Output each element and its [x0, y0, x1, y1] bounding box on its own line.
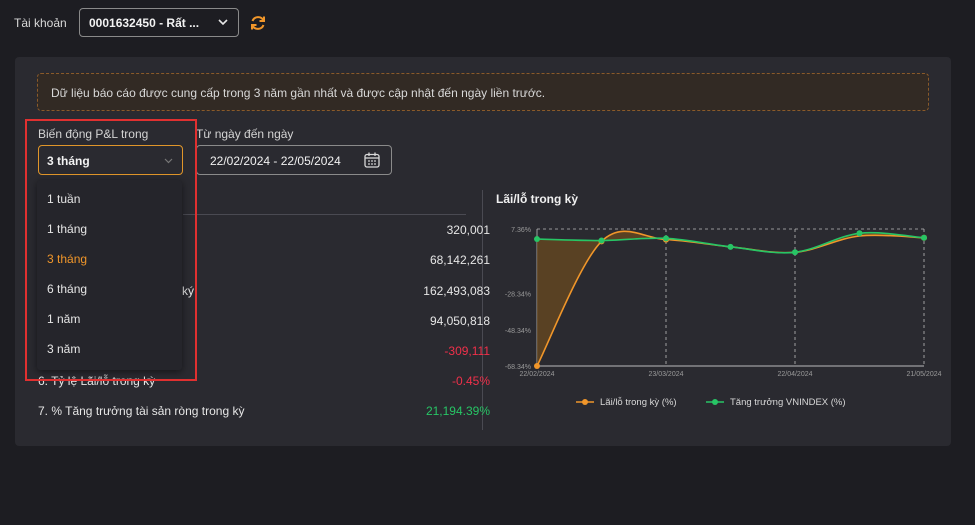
table-row-label: ký [182, 284, 194, 298]
account-label: Tài khoản [14, 16, 67, 30]
x-tick-label: 22/04/2024 [777, 371, 812, 378]
series-area-fill [537, 231, 924, 366]
chevron-down-icon [218, 19, 228, 26]
table-row-value: -0.45% [451, 374, 490, 388]
chart-title: Lãi/lỗ trong kỳ [496, 192, 579, 206]
calendar-icon[interactable] [363, 151, 381, 169]
period-label: Biến động P&L trong [38, 127, 149, 141]
table-row-value: 21,194.39% [425, 404, 490, 418]
dropdown-option[interactable]: 6 tháng [47, 282, 88, 296]
legend-label: Lãi/lỗ trong kỳ (%) [600, 397, 677, 408]
top-bar: Tài khoản 0001632450 - Rất ... [0, 0, 975, 48]
account-select-value: 0001632450 - Rất ... [89, 16, 200, 30]
series-point-vnindex [534, 236, 540, 243]
legend-marker [712, 399, 718, 405]
refresh-icon[interactable] [249, 14, 267, 32]
legend-marker [582, 399, 588, 405]
y-tick-label: -48.34% [505, 328, 531, 335]
legend-label: Tăng trưởng VNINDEX (%) [730, 397, 846, 408]
dropdown-option[interactable]: 1 năm [47, 312, 81, 326]
y-tick-label: 7.36% [511, 227, 531, 234]
table-row-value: 320,001 [446, 223, 490, 237]
period-select-value: 3 tháng [47, 154, 90, 168]
x-tick-label: 21/05/2024 [906, 371, 941, 378]
x-tick-label: 22/02/2024 [519, 371, 554, 378]
panel-divider [482, 190, 483, 430]
date-range-label: Từ ngày đến ngày [196, 127, 294, 141]
series-point-vnindex [792, 249, 798, 256]
dropdown-option[interactable]: 3 năm [47, 342, 81, 356]
series-point-vnindex [856, 230, 863, 237]
chevron-down-icon [164, 158, 173, 164]
dropdown-option-selected[interactable]: 3 tháng [47, 252, 88, 266]
dropdown-option[interactable]: 1 tháng [47, 222, 88, 236]
series-point-vnindex [727, 243, 734, 250]
table-header-divider [183, 214, 466, 215]
x-tick-label: 23/03/2024 [648, 371, 683, 378]
pnl-chart: 7.36% -28.34% -48.34% -68.34%22/02/2024 23/0… [505, 227, 942, 408]
table-row-value: -309,111 [444, 344, 490, 358]
series-line-pnl [536, 230, 925, 367]
account-select[interactable]: 0001632450 - Rất ... [79, 8, 239, 37]
notice-banner: Dữ liệu báo cáo được cung cấp trong 3 nă… [37, 73, 929, 111]
period-select[interactable]: 3 tháng [38, 145, 183, 175]
y-tick-label: -68.34% [505, 364, 531, 371]
date-range-value: 22/02/2024 - 22/05/2024 [210, 154, 341, 168]
series-point-vnindex [663, 235, 669, 242]
series-point-pnl [534, 363, 540, 369]
y-tick-label: -28.34% [505, 292, 531, 299]
series-point-vnindex [921, 234, 927, 241]
table-row-label: 6. Tỷ lệ Lãi/lỗ trong kỳ [38, 374, 156, 388]
series-point-vnindex [598, 237, 605, 244]
table-row-value: 94,050,818 [429, 314, 490, 328]
table-row-label: 7. % Tăng trưởng tài sản ròng trong kỳ [38, 404, 245, 418]
notice-text: Dữ liệu báo cáo được cung cấp trong 3 nă… [51, 86, 546, 100]
dropdown-option[interactable]: 1 tuần [47, 192, 81, 206]
table-row-value: 68,142,261 [429, 253, 490, 267]
table-row-value: 162,493,083 [423, 284, 490, 298]
period-dropdown-menu: 1 tuần 1 tháng 3 tháng 6 tháng 1 năm 3 n… [37, 180, 182, 370]
date-range-picker[interactable]: 22/02/2024 - 22/05/2024 [196, 145, 392, 175]
